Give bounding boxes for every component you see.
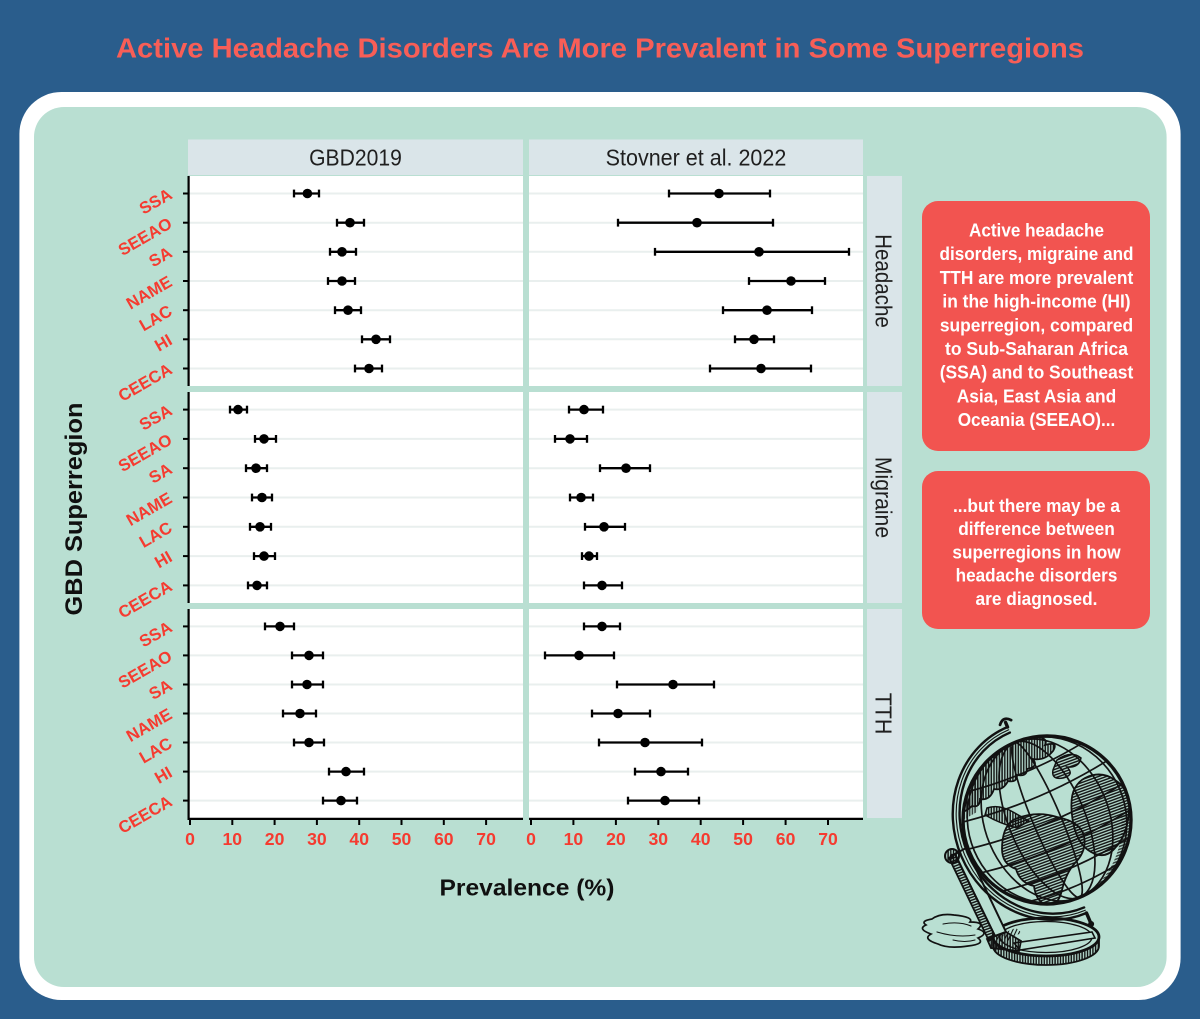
- svg-text:40: 40: [691, 829, 711, 849]
- svg-text:70: 70: [476, 829, 496, 849]
- svg-text:50: 50: [733, 829, 753, 849]
- svg-text:60: 60: [776, 829, 796, 849]
- svg-text:disorders, migraine and: disorders, migraine and: [940, 243, 1134, 264]
- svg-text:(SSA) and to Southeast: (SSA) and to Southeast: [940, 362, 1134, 383]
- svg-text:difference between: difference between: [958, 518, 1115, 539]
- svg-text:0: 0: [185, 829, 195, 849]
- svg-text:superregion, compared: superregion, compared: [940, 314, 1133, 335]
- svg-text:to Sub-Saharan Africa: to Sub-Saharan Africa: [945, 338, 1128, 359]
- svg-text:Headache: Headache: [871, 234, 897, 328]
- svg-text:Asia, East Asia and: Asia, East Asia and: [957, 385, 1117, 406]
- svg-text:10: 10: [223, 829, 243, 849]
- svg-text:Migraine: Migraine: [871, 457, 897, 538]
- svg-text:...but there may be a: ...but there may be a: [953, 495, 1121, 516]
- svg-text:40: 40: [349, 829, 369, 849]
- svg-text:70: 70: [818, 829, 838, 849]
- svg-text:Active headache: Active headache: [969, 220, 1104, 241]
- svg-text:GBD Superregion: GBD Superregion: [61, 403, 88, 616]
- svg-text:TTH are more prevalent: TTH are more prevalent: [940, 267, 1134, 288]
- svg-text:20: 20: [606, 829, 626, 849]
- svg-text:are diagnosed.: are diagnosed.: [976, 588, 1098, 609]
- svg-text:Active Headache Disorders Are: Active Headache Disorders Are More Preva…: [116, 33, 1084, 64]
- svg-text:30: 30: [649, 829, 669, 849]
- svg-text:50: 50: [392, 829, 412, 849]
- svg-text:60: 60: [434, 829, 454, 849]
- svg-text:20: 20: [265, 829, 285, 849]
- svg-text:Prevalence (%): Prevalence (%): [440, 875, 615, 901]
- svg-text:headache disorders: headache disorders: [956, 565, 1118, 586]
- svg-text:0: 0: [526, 829, 536, 849]
- svg-text:TTH: TTH: [871, 693, 897, 735]
- svg-text:GBD2019: GBD2019: [309, 145, 402, 171]
- svg-text:30: 30: [307, 829, 327, 849]
- svg-text:Oceania (SEEAO)...: Oceania (SEEAO)...: [958, 409, 1116, 430]
- svg-text:in the high-income (HI): in the high-income (HI): [942, 291, 1130, 312]
- svg-text:Stovner et al. 2022: Stovner et al. 2022: [606, 145, 787, 171]
- svg-text:superregions in how: superregions in how: [952, 541, 1121, 562]
- svg-text:10: 10: [564, 829, 584, 849]
